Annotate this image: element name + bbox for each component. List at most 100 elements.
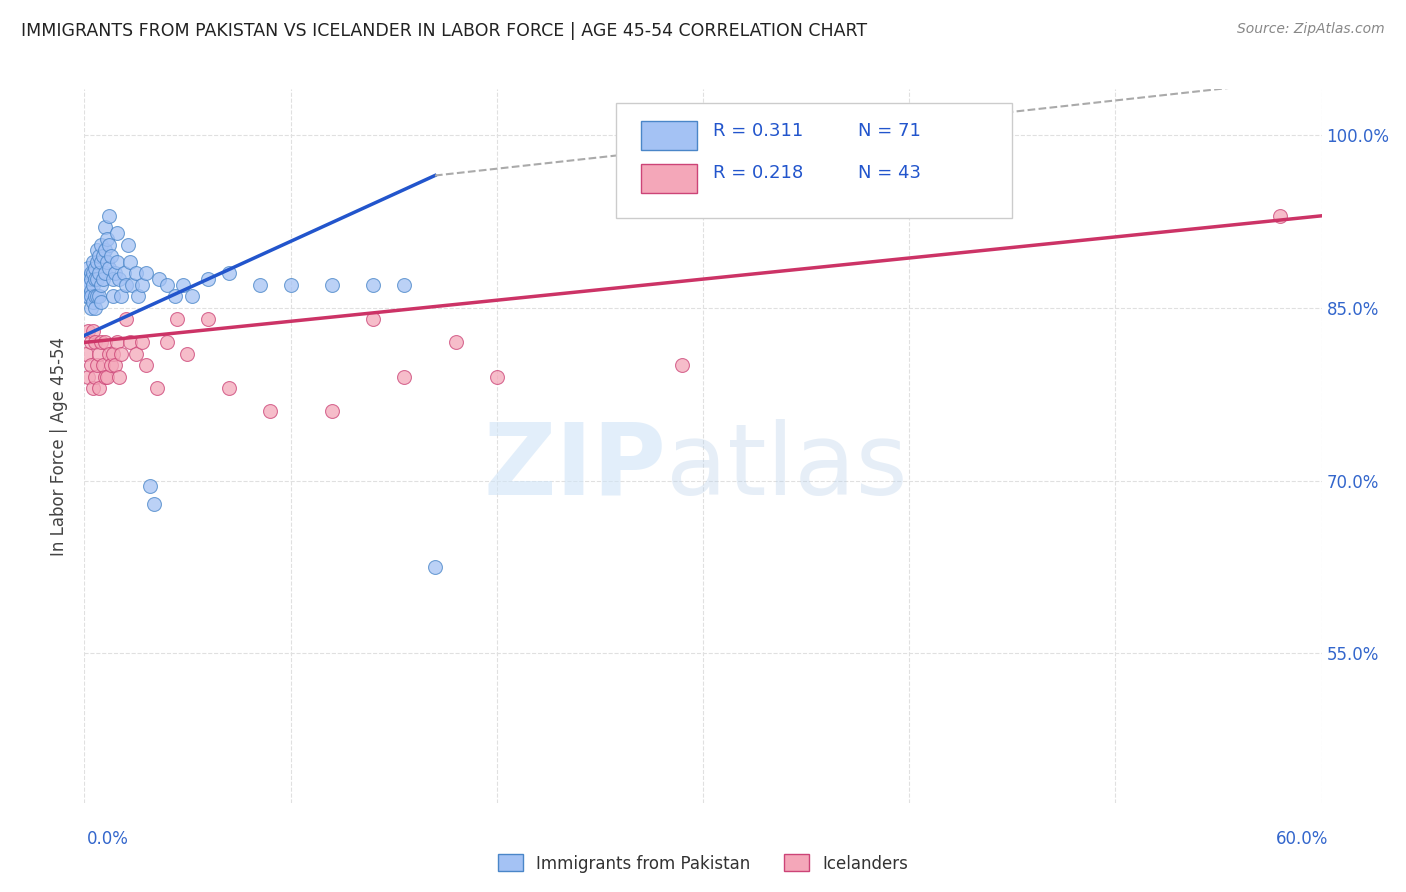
- Point: [100, 359, 122, 373]
- Point: [135, 359, 157, 373]
- Point: [143, 497, 166, 511]
- Bar: [641, 121, 697, 150]
- Point: [100, 249, 122, 263]
- Text: R = 0.311: R = 0.311: [713, 121, 803, 139]
- Point: [112, 266, 135, 280]
- Point: [82, 381, 104, 395]
- Y-axis label: In Labor Force | Age 45-54: In Labor Force | Age 45-54: [51, 336, 69, 556]
- Point: [94, 244, 117, 258]
- Point: [197, 312, 219, 326]
- Point: [361, 312, 384, 326]
- Point: [117, 237, 139, 252]
- Point: [105, 255, 128, 269]
- Text: atlas: atlas: [666, 419, 907, 516]
- Point: [86, 359, 108, 373]
- Point: [321, 277, 343, 292]
- Point: [125, 266, 148, 280]
- Point: [259, 404, 281, 418]
- Point: [86, 289, 108, 303]
- Point: [135, 266, 157, 280]
- Point: [114, 312, 136, 326]
- Point: [110, 347, 132, 361]
- Point: [118, 255, 141, 269]
- Point: [103, 272, 125, 286]
- Point: [105, 226, 128, 240]
- Point: [82, 324, 104, 338]
- Point: [392, 370, 415, 384]
- Point: [423, 559, 446, 574]
- Point: [103, 289, 125, 303]
- Text: ZIP: ZIP: [484, 419, 666, 516]
- Point: [83, 272, 105, 286]
- Point: [83, 289, 105, 303]
- Point: [485, 370, 508, 384]
- Point: [77, 289, 100, 303]
- Point: [83, 260, 105, 275]
- Point: [90, 335, 112, 350]
- Point: [77, 324, 100, 338]
- Point: [165, 289, 187, 303]
- Point: [104, 359, 127, 373]
- Point: [79, 266, 101, 280]
- Legend: Immigrants from Pakistan, Icelanders: Immigrants from Pakistan, Icelanders: [491, 847, 915, 880]
- Point: [98, 209, 121, 223]
- Point: [75, 272, 97, 286]
- Point: [86, 244, 108, 258]
- Point: [77, 260, 100, 275]
- Text: Source: ZipAtlas.com: Source: ZipAtlas.com: [1237, 22, 1385, 37]
- Point: [90, 295, 112, 310]
- Point: [156, 335, 179, 350]
- Point: [392, 277, 415, 292]
- Point: [87, 381, 110, 395]
- Point: [321, 404, 343, 418]
- Point: [94, 370, 117, 384]
- Point: [77, 277, 100, 292]
- Point: [90, 277, 112, 292]
- Point: [90, 237, 112, 252]
- Point: [145, 381, 167, 395]
- Point: [103, 347, 125, 361]
- Point: [1270, 209, 1292, 223]
- Point: [148, 272, 170, 286]
- Point: [139, 479, 162, 493]
- Point: [86, 255, 108, 269]
- Point: [79, 301, 101, 315]
- Point: [75, 347, 97, 361]
- Point: [125, 347, 148, 361]
- Point: [79, 272, 101, 286]
- Point: [127, 289, 149, 303]
- Text: IMMIGRANTS FROM PAKISTAN VS ICELANDER IN LABOR FORCE | AGE 45-54 CORRELATION CHA: IMMIGRANTS FROM PAKISTAN VS ICELANDER IN…: [21, 22, 868, 40]
- Point: [131, 335, 153, 350]
- Point: [83, 370, 105, 384]
- Point: [108, 272, 131, 286]
- Text: N = 71: N = 71: [858, 121, 921, 139]
- Text: 0.0%: 0.0%: [87, 830, 129, 847]
- Bar: [641, 164, 697, 193]
- Point: [166, 312, 188, 326]
- Point: [94, 335, 117, 350]
- Point: [82, 255, 104, 269]
- Point: [87, 266, 110, 280]
- Point: [197, 272, 219, 286]
- Point: [79, 335, 101, 350]
- Point: [180, 289, 202, 303]
- Point: [156, 277, 179, 292]
- Point: [121, 277, 143, 292]
- Point: [172, 277, 194, 292]
- Point: [75, 289, 97, 303]
- Point: [108, 370, 131, 384]
- Point: [218, 266, 240, 280]
- Point: [90, 255, 112, 269]
- Point: [87, 249, 110, 263]
- FancyBboxPatch shape: [616, 103, 1012, 218]
- Point: [280, 277, 302, 292]
- Point: [96, 255, 118, 269]
- Point: [82, 295, 104, 310]
- Point: [218, 381, 240, 395]
- Point: [98, 237, 121, 252]
- Point: [118, 335, 141, 350]
- Point: [94, 266, 117, 280]
- Point: [82, 277, 104, 292]
- Point: [96, 370, 118, 384]
- Point: [87, 347, 110, 361]
